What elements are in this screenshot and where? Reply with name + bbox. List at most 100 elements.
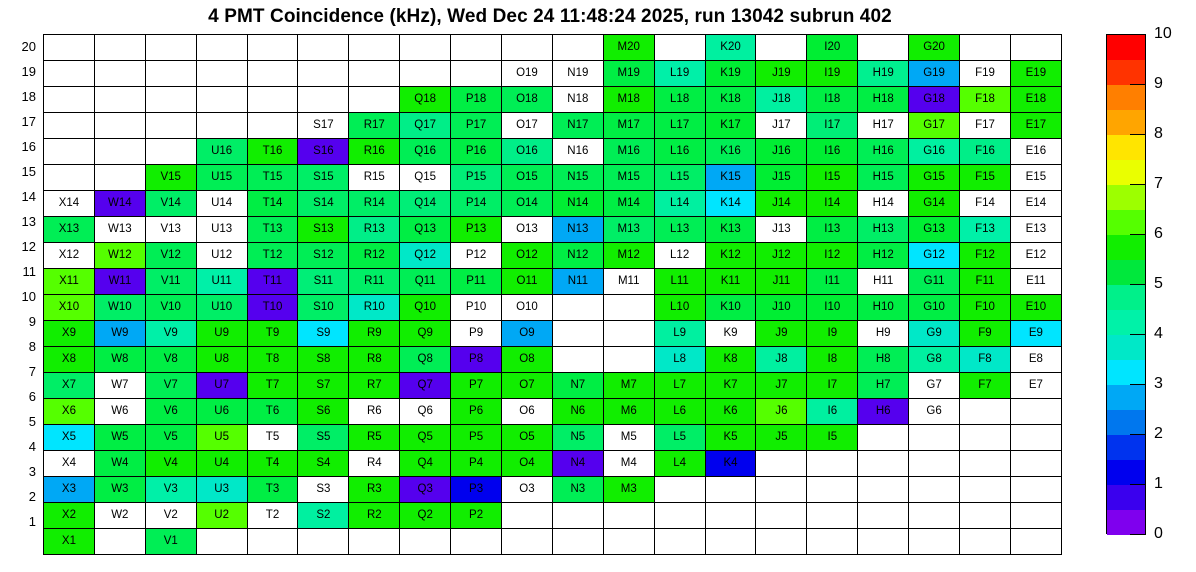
- heatmap-cell-F13[interactable]: F13: [959, 216, 1011, 243]
- heatmap-cell-P4[interactable]: P4: [450, 450, 503, 477]
- heatmap-cell-M16[interactable]: M16: [602, 138, 655, 165]
- heatmap-cell-O11[interactable]: O11: [501, 268, 553, 295]
- heatmap-cell-N15[interactable]: N15: [551, 164, 604, 191]
- heatmap-cell-P6[interactable]: P6: [450, 398, 503, 425]
- heatmap-cell-I7[interactable]: I7: [806, 372, 859, 399]
- heatmap-cell-G11[interactable]: G11: [908, 268, 961, 295]
- heatmap-cell-V2[interactable]: V2: [144, 502, 197, 529]
- heatmap-cell-E19[interactable]: E19: [1009, 60, 1062, 87]
- heatmap-cell-N4[interactable]: N4: [551, 450, 604, 477]
- heatmap-cell-J15[interactable]: J15: [755, 164, 808, 191]
- heatmap-cell-H2[interactable]: [857, 502, 910, 529]
- heatmap-cell-empty[interactable]: [297, 60, 350, 87]
- heatmap-cell-J4[interactable]: [755, 450, 808, 477]
- heatmap-cell-F15[interactable]: F15: [959, 164, 1011, 191]
- heatmap-cell-Q3[interactable]: Q3: [399, 476, 452, 503]
- heatmap-cell-J8[interactable]: J8: [755, 346, 808, 373]
- heatmap-cell-N18[interactable]: N18: [551, 86, 604, 113]
- heatmap-cell-H15[interactable]: H15: [857, 164, 910, 191]
- heatmap-cell-F12[interactable]: F12: [959, 242, 1011, 269]
- heatmap-cell-R3[interactable]: R3: [348, 476, 401, 503]
- heatmap-cell-empty[interactable]: [348, 34, 401, 61]
- heatmap-cell-M15[interactable]: M15: [602, 164, 655, 191]
- heatmap-cell-L2[interactable]: [653, 502, 706, 529]
- heatmap-cell-O1[interactable]: [501, 528, 553, 555]
- heatmap-cell-I15[interactable]: I15: [806, 164, 859, 191]
- heatmap-cell-K13[interactable]: K13: [704, 216, 757, 243]
- heatmap-cell-U6[interactable]: U6: [195, 398, 248, 425]
- heatmap-cell-R11[interactable]: R11: [348, 268, 401, 295]
- heatmap-cell-R15[interactable]: R15: [348, 164, 401, 191]
- heatmap-cell-E14[interactable]: E14: [1009, 190, 1062, 217]
- heatmap-cell-L17[interactable]: L17: [653, 112, 706, 139]
- heatmap-cell-S15[interactable]: S15: [297, 164, 350, 191]
- heatmap-cell-empty[interactable]: [1009, 34, 1062, 61]
- heatmap-cell-Q17[interactable]: Q17: [399, 112, 452, 139]
- heatmap-cell-I2[interactable]: [806, 502, 859, 529]
- heatmap-cell-R4[interactable]: R4: [348, 450, 401, 477]
- heatmap-cell-V10[interactable]: V10: [144, 294, 197, 321]
- heatmap-cell-F5[interactable]: [959, 424, 1011, 451]
- heatmap-cell-R5[interactable]: R5: [348, 424, 401, 451]
- heatmap-cell-L14[interactable]: L14: [653, 190, 706, 217]
- heatmap-cell-empty[interactable]: [43, 60, 95, 87]
- heatmap-cell-U8[interactable]: U8: [195, 346, 248, 373]
- heatmap-cell-H9[interactable]: H9: [857, 320, 910, 347]
- heatmap-cell-T3[interactable]: T3: [246, 476, 299, 503]
- heatmap-cell-I20[interactable]: I20: [806, 34, 859, 61]
- heatmap-cell-empty[interactable]: [144, 138, 197, 165]
- heatmap-cell-empty[interactable]: [195, 112, 248, 139]
- heatmap-cell-X11[interactable]: X11: [43, 268, 95, 295]
- heatmap-cell-K5[interactable]: K5: [704, 424, 757, 451]
- heatmap-cell-S7[interactable]: S7: [297, 372, 350, 399]
- heatmap-cell-Q16[interactable]: Q16: [399, 138, 452, 165]
- heatmap-cell-Q9[interactable]: Q9: [399, 320, 452, 347]
- heatmap-cell-J10[interactable]: J10: [755, 294, 808, 321]
- heatmap-cell-H19[interactable]: H19: [857, 60, 910, 87]
- heatmap-cell-empty[interactable]: [43, 34, 95, 61]
- heatmap-cell-R6[interactable]: R6: [348, 398, 401, 425]
- heatmap-cell-S6[interactable]: S6: [297, 398, 350, 425]
- heatmap-cell-P10[interactable]: P10: [450, 294, 503, 321]
- heatmap-cell-F2[interactable]: [959, 502, 1011, 529]
- heatmap-cell-R8[interactable]: R8: [348, 346, 401, 373]
- heatmap-cell-K19[interactable]: K19: [704, 60, 757, 87]
- heatmap-cell-K10[interactable]: K10: [704, 294, 757, 321]
- heatmap-cell-V6[interactable]: V6: [144, 398, 197, 425]
- heatmap-cell-V13[interactable]: V13: [144, 216, 197, 243]
- heatmap-cell-G18[interactable]: G18: [908, 86, 961, 113]
- heatmap-cell-H3[interactable]: [857, 476, 910, 503]
- heatmap-cell-empty[interactable]: [348, 86, 401, 113]
- heatmap-cell-Q2[interactable]: Q2: [399, 502, 452, 529]
- heatmap-cell-M20[interactable]: M20: [602, 34, 655, 61]
- heatmap-cell-H10[interactable]: H10: [857, 294, 910, 321]
- heatmap-cell-L19[interactable]: L19: [653, 60, 706, 87]
- heatmap-cell-empty[interactable]: [93, 86, 146, 113]
- heatmap-cell-X4[interactable]: X4: [43, 450, 95, 477]
- heatmap-cell-O3[interactable]: O3: [501, 476, 553, 503]
- heatmap-cell-F16[interactable]: F16: [959, 138, 1011, 165]
- heatmap-cell-O8[interactable]: O8: [501, 346, 553, 373]
- heatmap-cell-K7[interactable]: K7: [704, 372, 757, 399]
- heatmap-cell-J1[interactable]: [755, 528, 808, 555]
- heatmap-cell-X3[interactable]: X3: [43, 476, 95, 503]
- heatmap-cell-O14[interactable]: O14: [501, 190, 553, 217]
- heatmap-cell-G3[interactable]: [908, 476, 961, 503]
- heatmap-cell-X8[interactable]: X8: [43, 346, 95, 373]
- heatmap-cell-S2[interactable]: S2: [297, 502, 350, 529]
- heatmap-cell-E18[interactable]: E18: [1009, 86, 1062, 113]
- heatmap-cell-F14[interactable]: F14: [959, 190, 1011, 217]
- heatmap-cell-I17[interactable]: I17: [806, 112, 859, 139]
- heatmap-cell-L16[interactable]: L16: [653, 138, 706, 165]
- heatmap-cell-U14[interactable]: U14: [195, 190, 248, 217]
- heatmap-cell-empty[interactable]: [144, 112, 197, 139]
- heatmap-cell-J13[interactable]: J13: [755, 216, 808, 243]
- heatmap-cell-S3[interactable]: S3: [297, 476, 350, 503]
- heatmap-cell-P12[interactable]: P12: [450, 242, 503, 269]
- heatmap-cell-W3[interactable]: W3: [93, 476, 146, 503]
- heatmap-cell-G19[interactable]: G19: [908, 60, 961, 87]
- heatmap-cell-I12[interactable]: I12: [806, 242, 859, 269]
- heatmap-cell-Q1[interactable]: [399, 528, 452, 555]
- heatmap-cell-empty[interactable]: [93, 60, 146, 87]
- heatmap-cell-T9[interactable]: T9: [246, 320, 299, 347]
